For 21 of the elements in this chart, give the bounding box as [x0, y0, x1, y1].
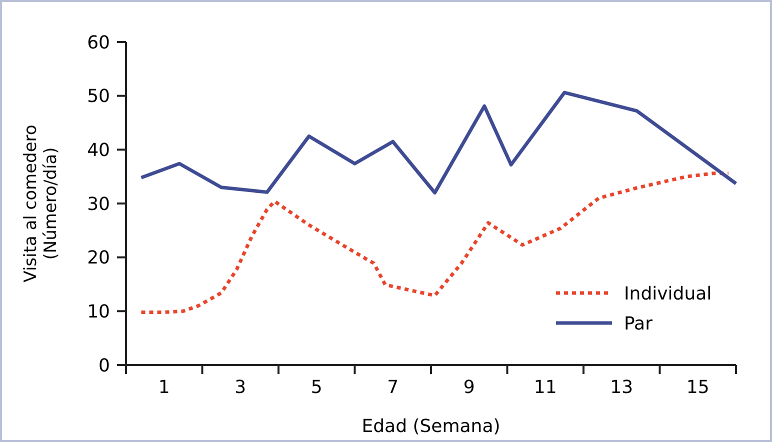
y-tick-label: 0 — [98, 355, 110, 376]
x-axis-title: Edad (Semana) — [362, 416, 500, 437]
x-tick-label: 11 — [534, 377, 557, 398]
legend-label: Par — [624, 313, 654, 334]
x-tick-label: 15 — [686, 377, 710, 398]
x-tick-label: 1 — [158, 377, 170, 398]
x-tick-label: 13 — [610, 377, 634, 398]
line-series — [140, 90, 738, 194]
y-axis-title: Visita al comedero (Número/día) — [21, 124, 61, 282]
y-tick-label: 10 — [87, 301, 110, 322]
legend-label: Individual — [624, 283, 712, 304]
x-tick-label: 9 — [463, 377, 475, 398]
y-tick-label: 60 — [87, 32, 110, 54]
x-tick-label: 7 — [387, 377, 399, 398]
line-series — [140, 172, 730, 314]
x-tick-label: 3 — [234, 377, 246, 398]
x-tick-label: 5 — [310, 377, 322, 398]
y-tick-label: 40 — [87, 140, 110, 161]
y-tick-label: 50 — [87, 86, 110, 108]
y-tick-label: 30 — [87, 194, 110, 215]
y-tick-label: 20 — [87, 248, 110, 269]
